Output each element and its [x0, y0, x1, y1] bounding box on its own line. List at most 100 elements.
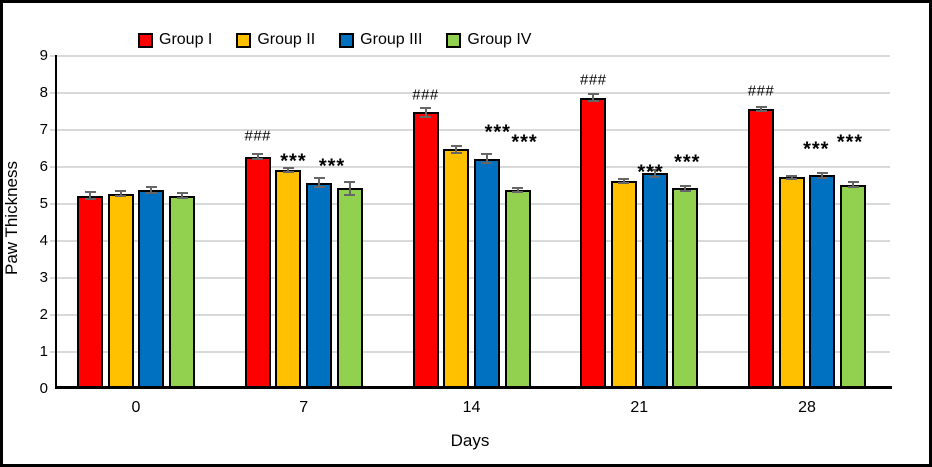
y-tick-label: 7	[39, 121, 48, 138]
error-bar-cap	[313, 186, 325, 189]
y-tick-label: 0	[39, 380, 48, 397]
gridline	[55, 166, 890, 168]
significance-marker: ***	[318, 155, 346, 178]
bar-group-iv-day-14	[504, 190, 531, 388]
error-bar	[852, 180, 854, 189]
legend-swatch	[236, 32, 252, 48]
error-bar-cap	[252, 158, 264, 161]
gridline	[55, 203, 890, 205]
plot-area: 0 1 2 3 4 5 6 7 8 9 0 7 14 21 28 ### *** *** ### *** *** ### *…	[3, 3, 929, 464]
error-bar	[287, 166, 290, 173]
error-bar-cap	[481, 162, 493, 165]
legend-item-group-iv: Group IV	[446, 31, 531, 49]
y-tick-label: 5	[39, 195, 48, 212]
y-tick-label: 4	[39, 232, 48, 249]
error-bar	[653, 168, 656, 178]
legend-item-group-i: Group I	[138, 31, 212, 49]
bar-group-i-day-21	[580, 97, 607, 388]
significance-marker: ###	[747, 82, 775, 100]
bar-group-ii-day-0	[107, 193, 134, 388]
legend-label: Group I	[159, 31, 213, 48]
significance-marker: ***	[280, 150, 307, 173]
bar-group-ii-day-14	[443, 149, 470, 388]
bar-group-iii-day-28	[809, 175, 836, 388]
y-tick-label: 3	[39, 269, 48, 286]
gridline	[55, 277, 890, 279]
bar-group-iii-day-0	[138, 190, 165, 388]
error-bar	[821, 171, 824, 179]
error-bar-cap	[481, 153, 493, 156]
error-bar-cap	[679, 189, 691, 192]
legend-swatch	[339, 32, 355, 48]
error-bar-cap	[252, 153, 264, 156]
error-bar-cap	[84, 198, 96, 201]
y-tick-label: 9	[39, 47, 48, 64]
error-bar	[256, 153, 259, 161]
bar-group-ii-day-7	[275, 169, 302, 388]
bar-group-iii-day-14	[473, 158, 500, 388]
y-axis-tick	[50, 240, 55, 242]
bar-group-i-day-28	[748, 108, 774, 388]
y-tick-label: 1	[39, 343, 48, 360]
error-bar-cap	[512, 187, 523, 190]
error-bar	[455, 144, 458, 154]
significance-marker: ***	[803, 138, 830, 161]
error-bar	[622, 177, 625, 184]
error-bar-cap	[649, 168, 661, 171]
y-axis-tick	[50, 203, 55, 205]
significance-marker: ###	[244, 127, 272, 145]
error-bar	[150, 185, 153, 195]
y-axis-tick	[50, 314, 55, 316]
y-axis-tick	[50, 129, 55, 131]
error-bar-cap	[420, 115, 431, 118]
error-bar-cap	[420, 106, 431, 109]
bar-group-ii-day-28	[778, 177, 805, 388]
bar-group-i-day-14	[412, 112, 439, 388]
error-bar-cap	[344, 193, 356, 196]
error-bar-cap	[512, 191, 523, 193]
error-bar-cap	[755, 105, 767, 108]
error-bar-cap	[282, 166, 294, 169]
error-bar-cap	[344, 180, 356, 183]
error-bar-cap	[176, 191, 188, 194]
chart-legend: Group I Group II Group III Group IV	[138, 26, 531, 54]
bar-group-iv-day-28	[840, 184, 866, 388]
bar-group-ii-day-21	[610, 180, 637, 388]
bar-group-iii-day-21	[641, 173, 668, 388]
legend-item-group-iii: Group III	[339, 31, 422, 49]
error-bar	[424, 106, 427, 118]
gridline	[55, 240, 890, 242]
error-bar	[592, 93, 595, 102]
y-axis-tick	[50, 166, 55, 168]
x-tick-label: 0	[131, 399, 141, 416]
significance-marker: ###	[579, 71, 607, 89]
error-bar-cap	[84, 191, 96, 194]
y-tick-label: 8	[39, 84, 48, 101]
bar-group-iii-day-7	[306, 182, 333, 388]
bar-group-iv-day-21	[672, 188, 699, 388]
error-bar	[181, 191, 183, 200]
significance-marker: ***	[511, 131, 538, 154]
y-axis-line	[55, 55, 57, 388]
legend-item-group-ii: Group II	[236, 31, 315, 49]
error-bar-cap	[679, 184, 691, 187]
error-bar-cap	[847, 186, 859, 189]
error-bar-cap	[115, 190, 127, 193]
legend-swatch	[138, 32, 153, 48]
significance-marker: ***	[637, 161, 664, 184]
gridline	[55, 351, 890, 353]
error-bar-cap	[145, 192, 157, 195]
error-bar-cap	[847, 180, 859, 183]
error-bar-cap	[755, 109, 767, 112]
y-tick-label: 6	[39, 158, 48, 175]
error-bar	[485, 153, 488, 165]
error-bar	[318, 177, 321, 189]
gridline	[55, 129, 890, 131]
error-bar	[348, 180, 351, 196]
error-bar-cap	[618, 181, 630, 184]
error-bar	[790, 174, 793, 180]
error-bar-cap	[282, 170, 294, 173]
x-tick-label: 28	[798, 399, 816, 416]
error-bar-cap	[786, 177, 798, 180]
